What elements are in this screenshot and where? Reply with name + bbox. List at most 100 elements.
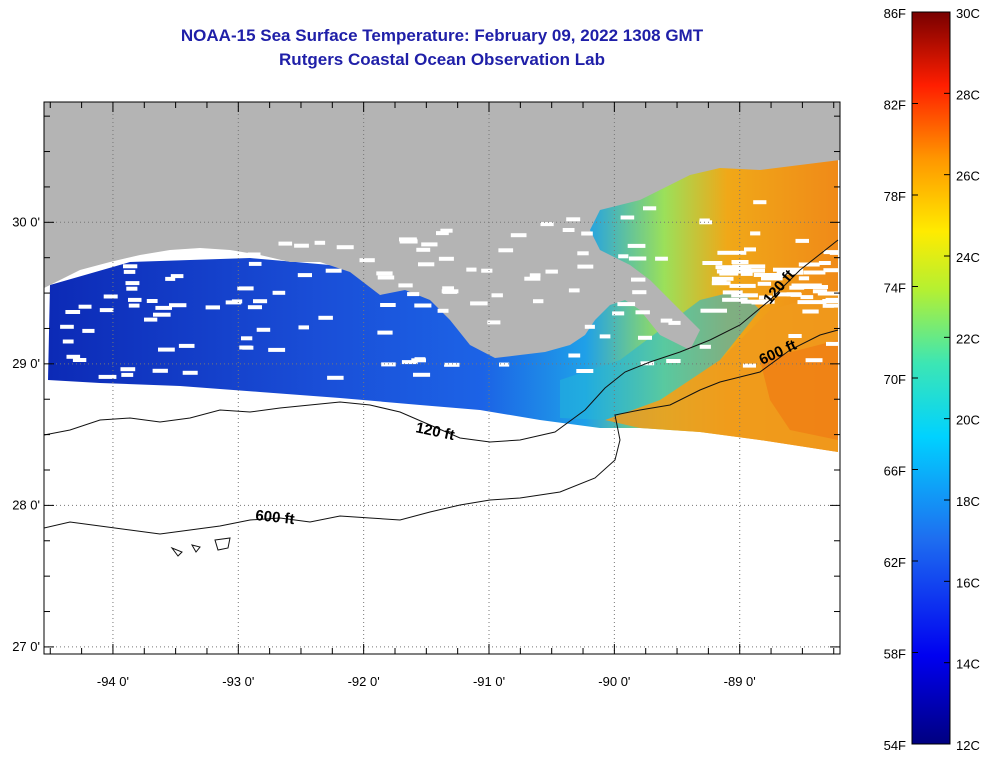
cloud-flag (178, 343, 195, 348)
cloud-flag (732, 264, 766, 269)
cloud-flag (599, 334, 611, 339)
colorbar-gradient (911, 11, 951, 745)
cloud-flag (98, 374, 117, 379)
cloud-flag (666, 359, 681, 363)
cloud-flag (237, 286, 254, 291)
cloud-flag (499, 362, 510, 367)
colorbar-f-label: 54F (884, 738, 906, 753)
cloud-flag (566, 217, 581, 222)
cloud-flag (169, 303, 187, 308)
cloud-flag (761, 276, 783, 281)
cloud-flag (248, 261, 262, 266)
cloud-flag (584, 324, 595, 329)
cloud-flag (440, 228, 453, 233)
cloud-flag (818, 261, 831, 265)
cloud-flag (170, 274, 184, 279)
cloud-flag (205, 305, 220, 310)
cloud-flag (826, 341, 840, 346)
cloud-flag (620, 215, 635, 220)
cloud-flag (545, 269, 558, 274)
cloud-flag (635, 310, 650, 315)
cloud-flag (314, 240, 326, 245)
cloud-flag (773, 267, 804, 272)
cloud-flag (655, 256, 668, 261)
cloud-flag (298, 325, 309, 330)
cloud-flag (576, 369, 594, 373)
cloud-flag (380, 303, 396, 307)
latitude-label: 28 0' (12, 497, 40, 512)
colorbar-f-label: 66F (884, 464, 906, 479)
cloud-flag (155, 305, 172, 310)
cloud-flag (62, 339, 74, 344)
cloud-flag (376, 271, 393, 276)
colorbar-f-label: 82F (884, 98, 906, 113)
cloud-flag (721, 266, 746, 271)
colorbar-c-label: 14C (956, 657, 980, 672)
cloud-flag (128, 303, 140, 308)
cloud-flag (444, 362, 460, 367)
cloud-flag (786, 292, 801, 297)
cloud-flag (668, 320, 681, 325)
colorbar: 86F 82F 78F 74F 70F 66F 62F 58F 54F 30C 28C 26C 24C… (884, 6, 980, 753)
cloud-flag (631, 277, 646, 282)
cloud-flag (568, 288, 580, 293)
cloud-flag (182, 370, 198, 375)
cloud-flag (722, 297, 748, 302)
cloud-flag (418, 262, 435, 267)
cloud-flag (278, 241, 293, 246)
graticule (44, 102, 840, 654)
cloud-flag (742, 363, 756, 368)
cloud-flag (789, 285, 805, 290)
cloud-flag (123, 269, 136, 274)
bathymetry-contours (44, 239, 839, 557)
cloud-flag (65, 310, 81, 314)
colorbar-c-label: 12C (956, 738, 980, 753)
contour-label-600ft: 600 ft (255, 507, 296, 528)
cloud-flag (399, 237, 417, 242)
cloud-flag (121, 372, 134, 377)
cloud-flag (776, 270, 804, 275)
longitude-label: -94 0' (97, 674, 129, 689)
cloud-flag (146, 299, 158, 303)
cloud-flag (413, 372, 431, 377)
cloud-flag (399, 239, 418, 244)
cloud-flag (421, 242, 438, 247)
cloud-flag (817, 291, 840, 296)
cloud-flag (231, 299, 243, 304)
longitude-label: -89 0' (724, 674, 756, 689)
cloud-flag (318, 315, 333, 320)
cloud-flag (256, 327, 271, 332)
cloud-flag (442, 286, 454, 291)
cloud-flag (731, 293, 758, 298)
cloud-flag (798, 276, 810, 281)
colorbar-celsius-labels: 30C 28C 26C 24C 22C 20C 18C 16C 14C 12C (944, 6, 980, 753)
cloud-flag (533, 299, 544, 304)
cloud-flag (825, 303, 840, 308)
colorbar-f-label: 78F (884, 189, 906, 204)
cloud-flag (581, 231, 593, 236)
cloud-flag (72, 358, 87, 362)
cloud-flag (381, 362, 396, 367)
cloud-flag (802, 309, 819, 314)
cloud-flag (188, 253, 206, 258)
cloud-flag (325, 268, 342, 273)
map-subtitle: Rutgers Coastal Ocean Observation Lab (279, 50, 605, 69)
longitude-label: -90 0' (598, 674, 630, 689)
cloud-flag (128, 297, 142, 302)
cloud-flag (158, 347, 175, 352)
cloud-flag (414, 357, 426, 362)
cloud-flag (297, 273, 312, 278)
cloud-flag (481, 268, 493, 273)
cloud-flag (732, 268, 765, 273)
contour-120ft-line (44, 239, 839, 443)
contour-600ft-line (44, 329, 839, 535)
longitude-label: -93 0' (222, 674, 254, 689)
cloud-flag (823, 250, 840, 255)
map-frame (43, 101, 841, 655)
cloud-flag (247, 252, 261, 257)
cloud-flag (753, 200, 767, 205)
cloud-flag (377, 330, 393, 335)
cloud-flag (153, 312, 171, 317)
cloud-flag (800, 295, 814, 300)
cloud-flag (812, 289, 828, 294)
